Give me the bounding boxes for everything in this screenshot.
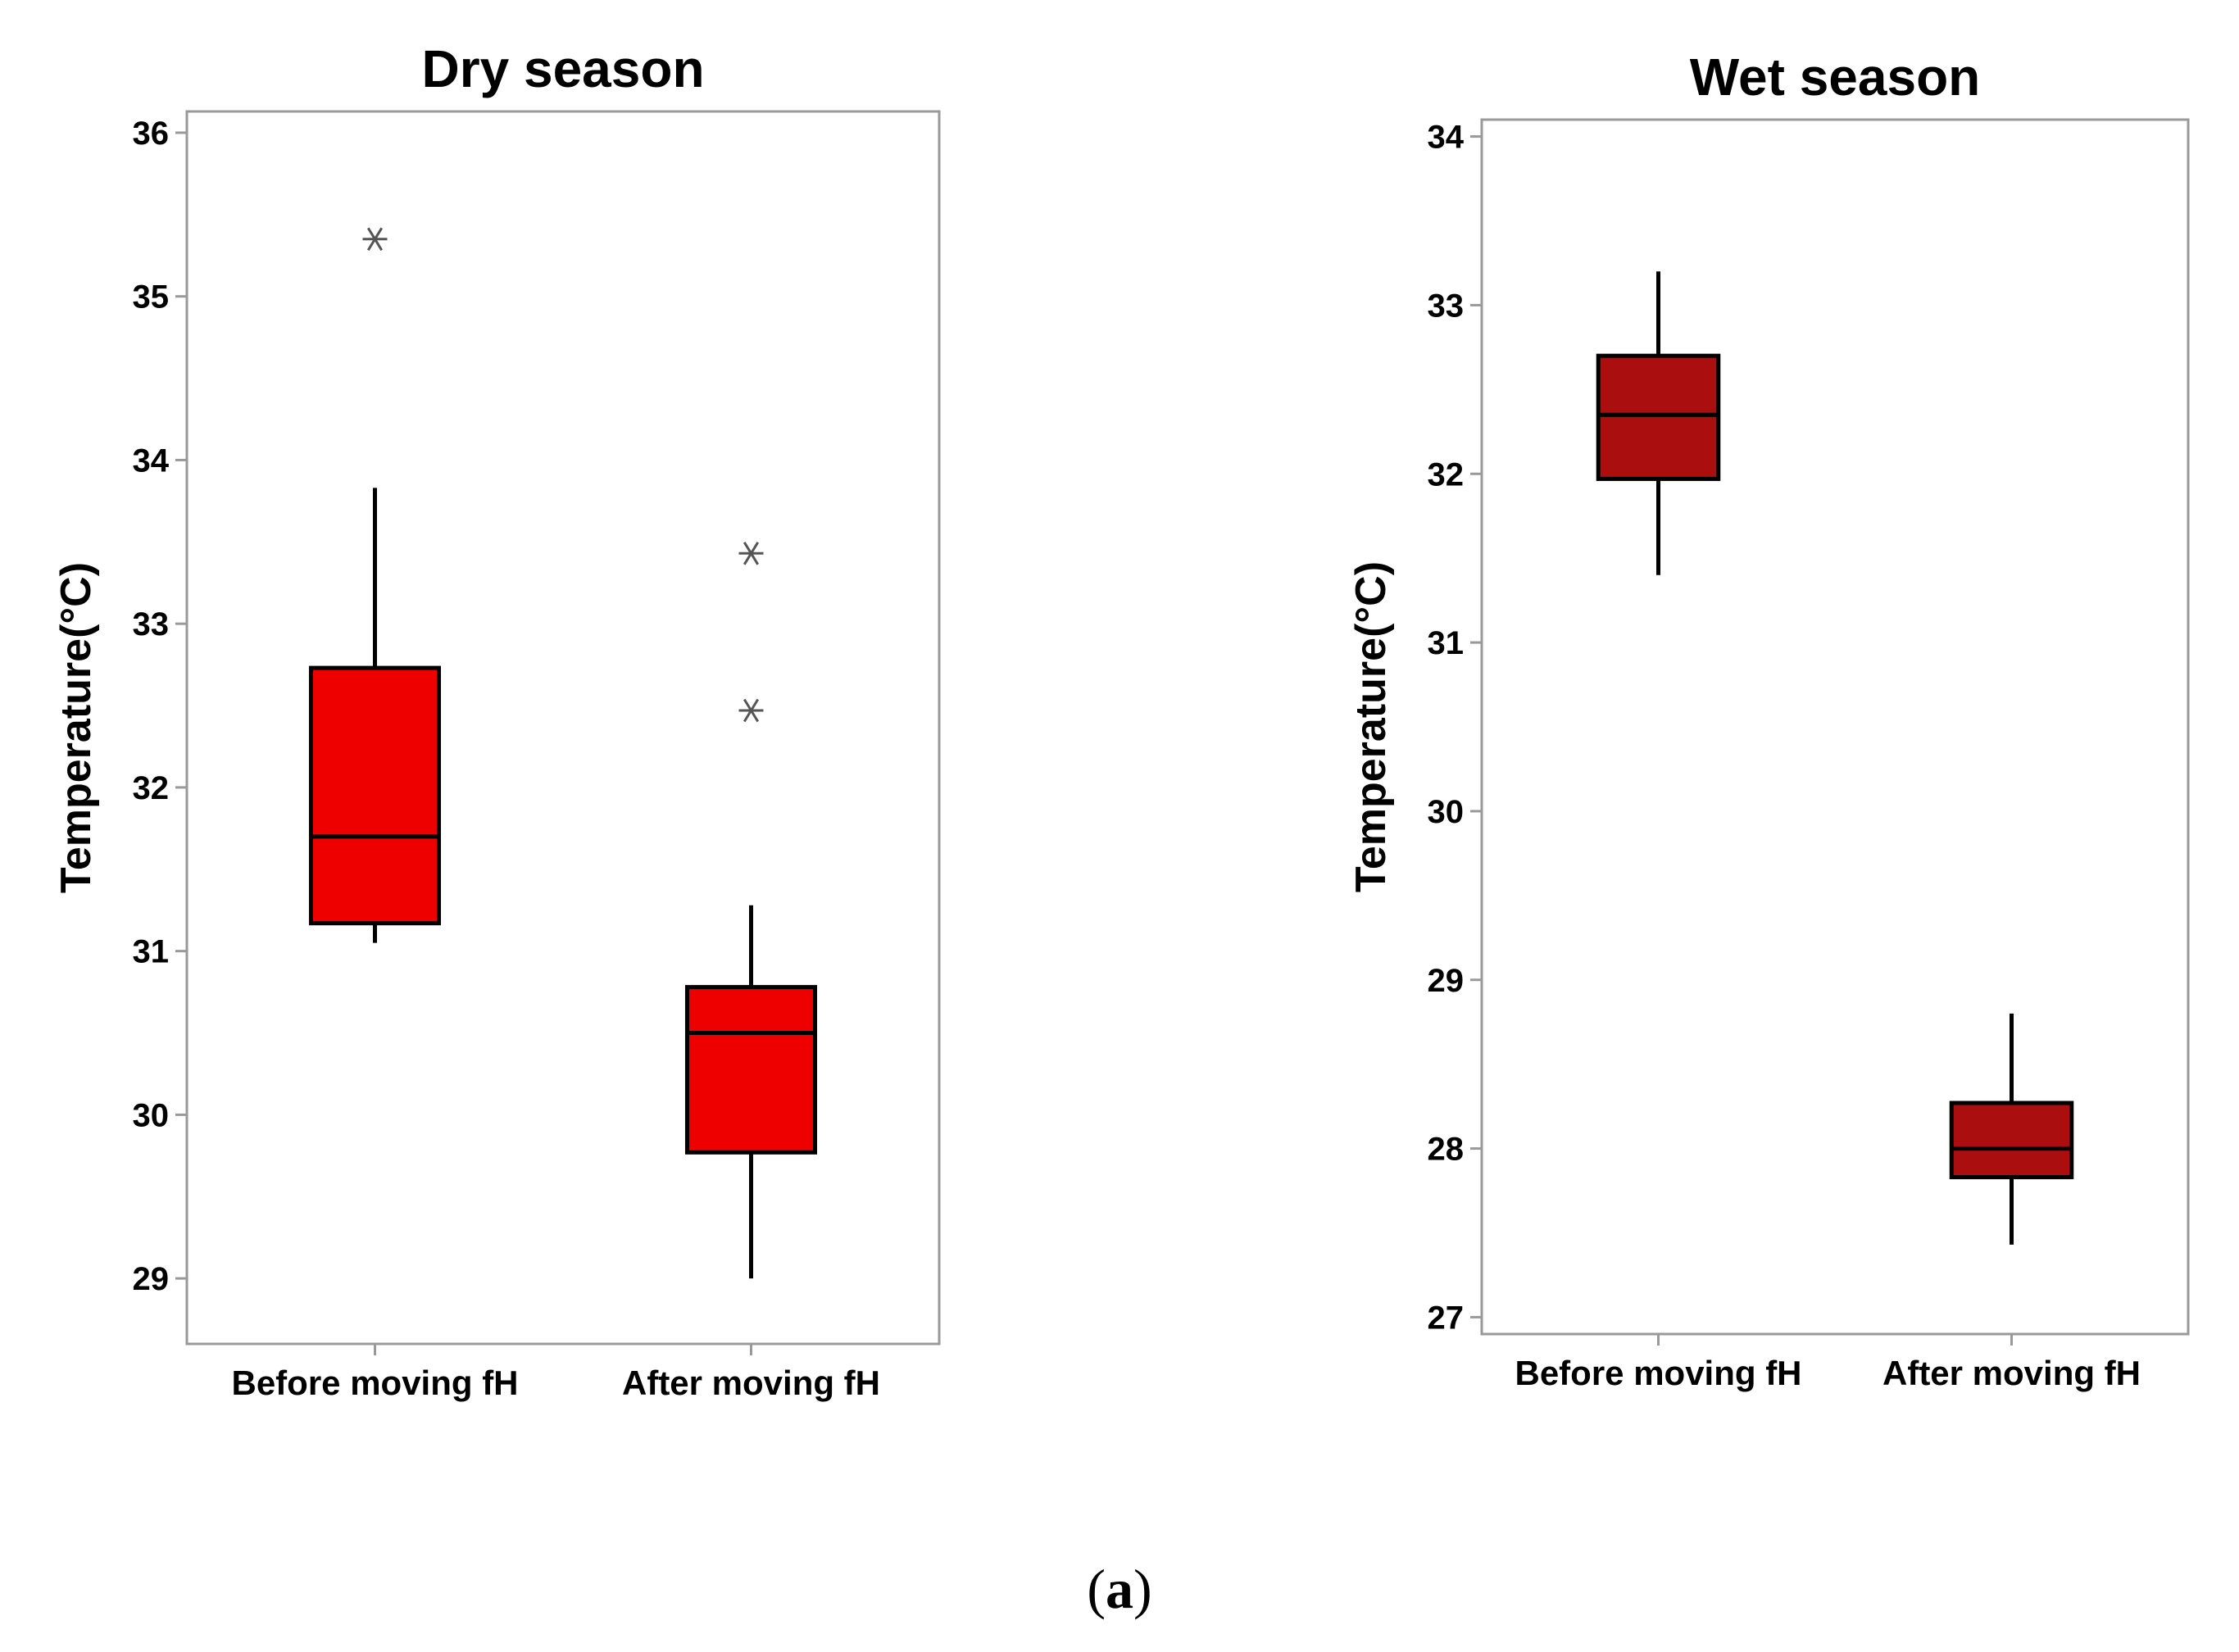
dry-y-tick-label-33: 33 [133, 606, 170, 642]
wet-y-tick-label-29: 29 [1428, 963, 1465, 999]
wet-box-before-moving-fh [1596, 353, 1721, 481]
figure-caption: (a) [1087, 1558, 1151, 1620]
dry-x-tick-label-before-moving-fh: Before moving fH [231, 1364, 518, 1402]
wet-plot-frame [1480, 118, 2190, 1336]
wet-y-tick-label-34: 34 [1428, 120, 1465, 156]
wet-y-tick-label-30: 30 [1428, 794, 1465, 830]
wet-y-tick-label-33: 33 [1428, 288, 1465, 324]
wet-y-tick-label-32: 32 [1428, 456, 1465, 492]
dry-box-before-moving-fh [308, 665, 442, 926]
wet-box-after-moving-fh [1949, 1101, 2074, 1180]
dry-box-after-moving-fh [684, 985, 818, 1155]
dry-chart-title: Dry season [421, 39, 704, 98]
dry-plot-frame [185, 110, 941, 1346]
dry-y-tick-label-32: 32 [133, 770, 170, 806]
wet-x-tick-label-after-moving-fh: After moving fH [1882, 1354, 2141, 1392]
dry-y-tick-label-35: 35 [133, 279, 170, 315]
wet-chart-title: Wet season [1690, 48, 1981, 107]
dry-outlier-after-moving-fh-0 [738, 542, 764, 565]
dry-y-tick-label-29: 29 [133, 1261, 170, 1297]
dry-y-axis-label: Temperature(°C) [52, 562, 100, 893]
dry-y-tick-label-30: 30 [133, 1097, 170, 1133]
wet-y-tick-label-28: 28 [1428, 1132, 1465, 1168]
wet-y-tick-label-27: 27 [1428, 1300, 1465, 1336]
dry-season-panel: Dry season 29 30 31 32 33 34 35 36 Temperature(°C… [52, 39, 941, 1402]
dry-outlier-after-moving-fh-1 [738, 698, 764, 723]
dry-y-tick-label-31: 31 [133, 934, 170, 970]
dry-outlier-before-moving-fh-0 [362, 227, 388, 252]
dry-x-tick-label-after-moving-fh: After moving fH [622, 1364, 880, 1402]
wet-season-panel: Wet season 27 28 29 30 31 32 33 34 Temperature(°C… [1347, 48, 2190, 1392]
dry-y-tick-label-36: 36 [133, 116, 170, 152]
wet-y-axis-label: Temperature(°C) [1347, 561, 1395, 892]
wet-x-tick-label-before-moving-fh: Before moving fH [1515, 1354, 1801, 1392]
dry-y-tick-label-34: 34 [133, 442, 170, 479]
wet-y-tick-label-31: 31 [1428, 625, 1465, 661]
